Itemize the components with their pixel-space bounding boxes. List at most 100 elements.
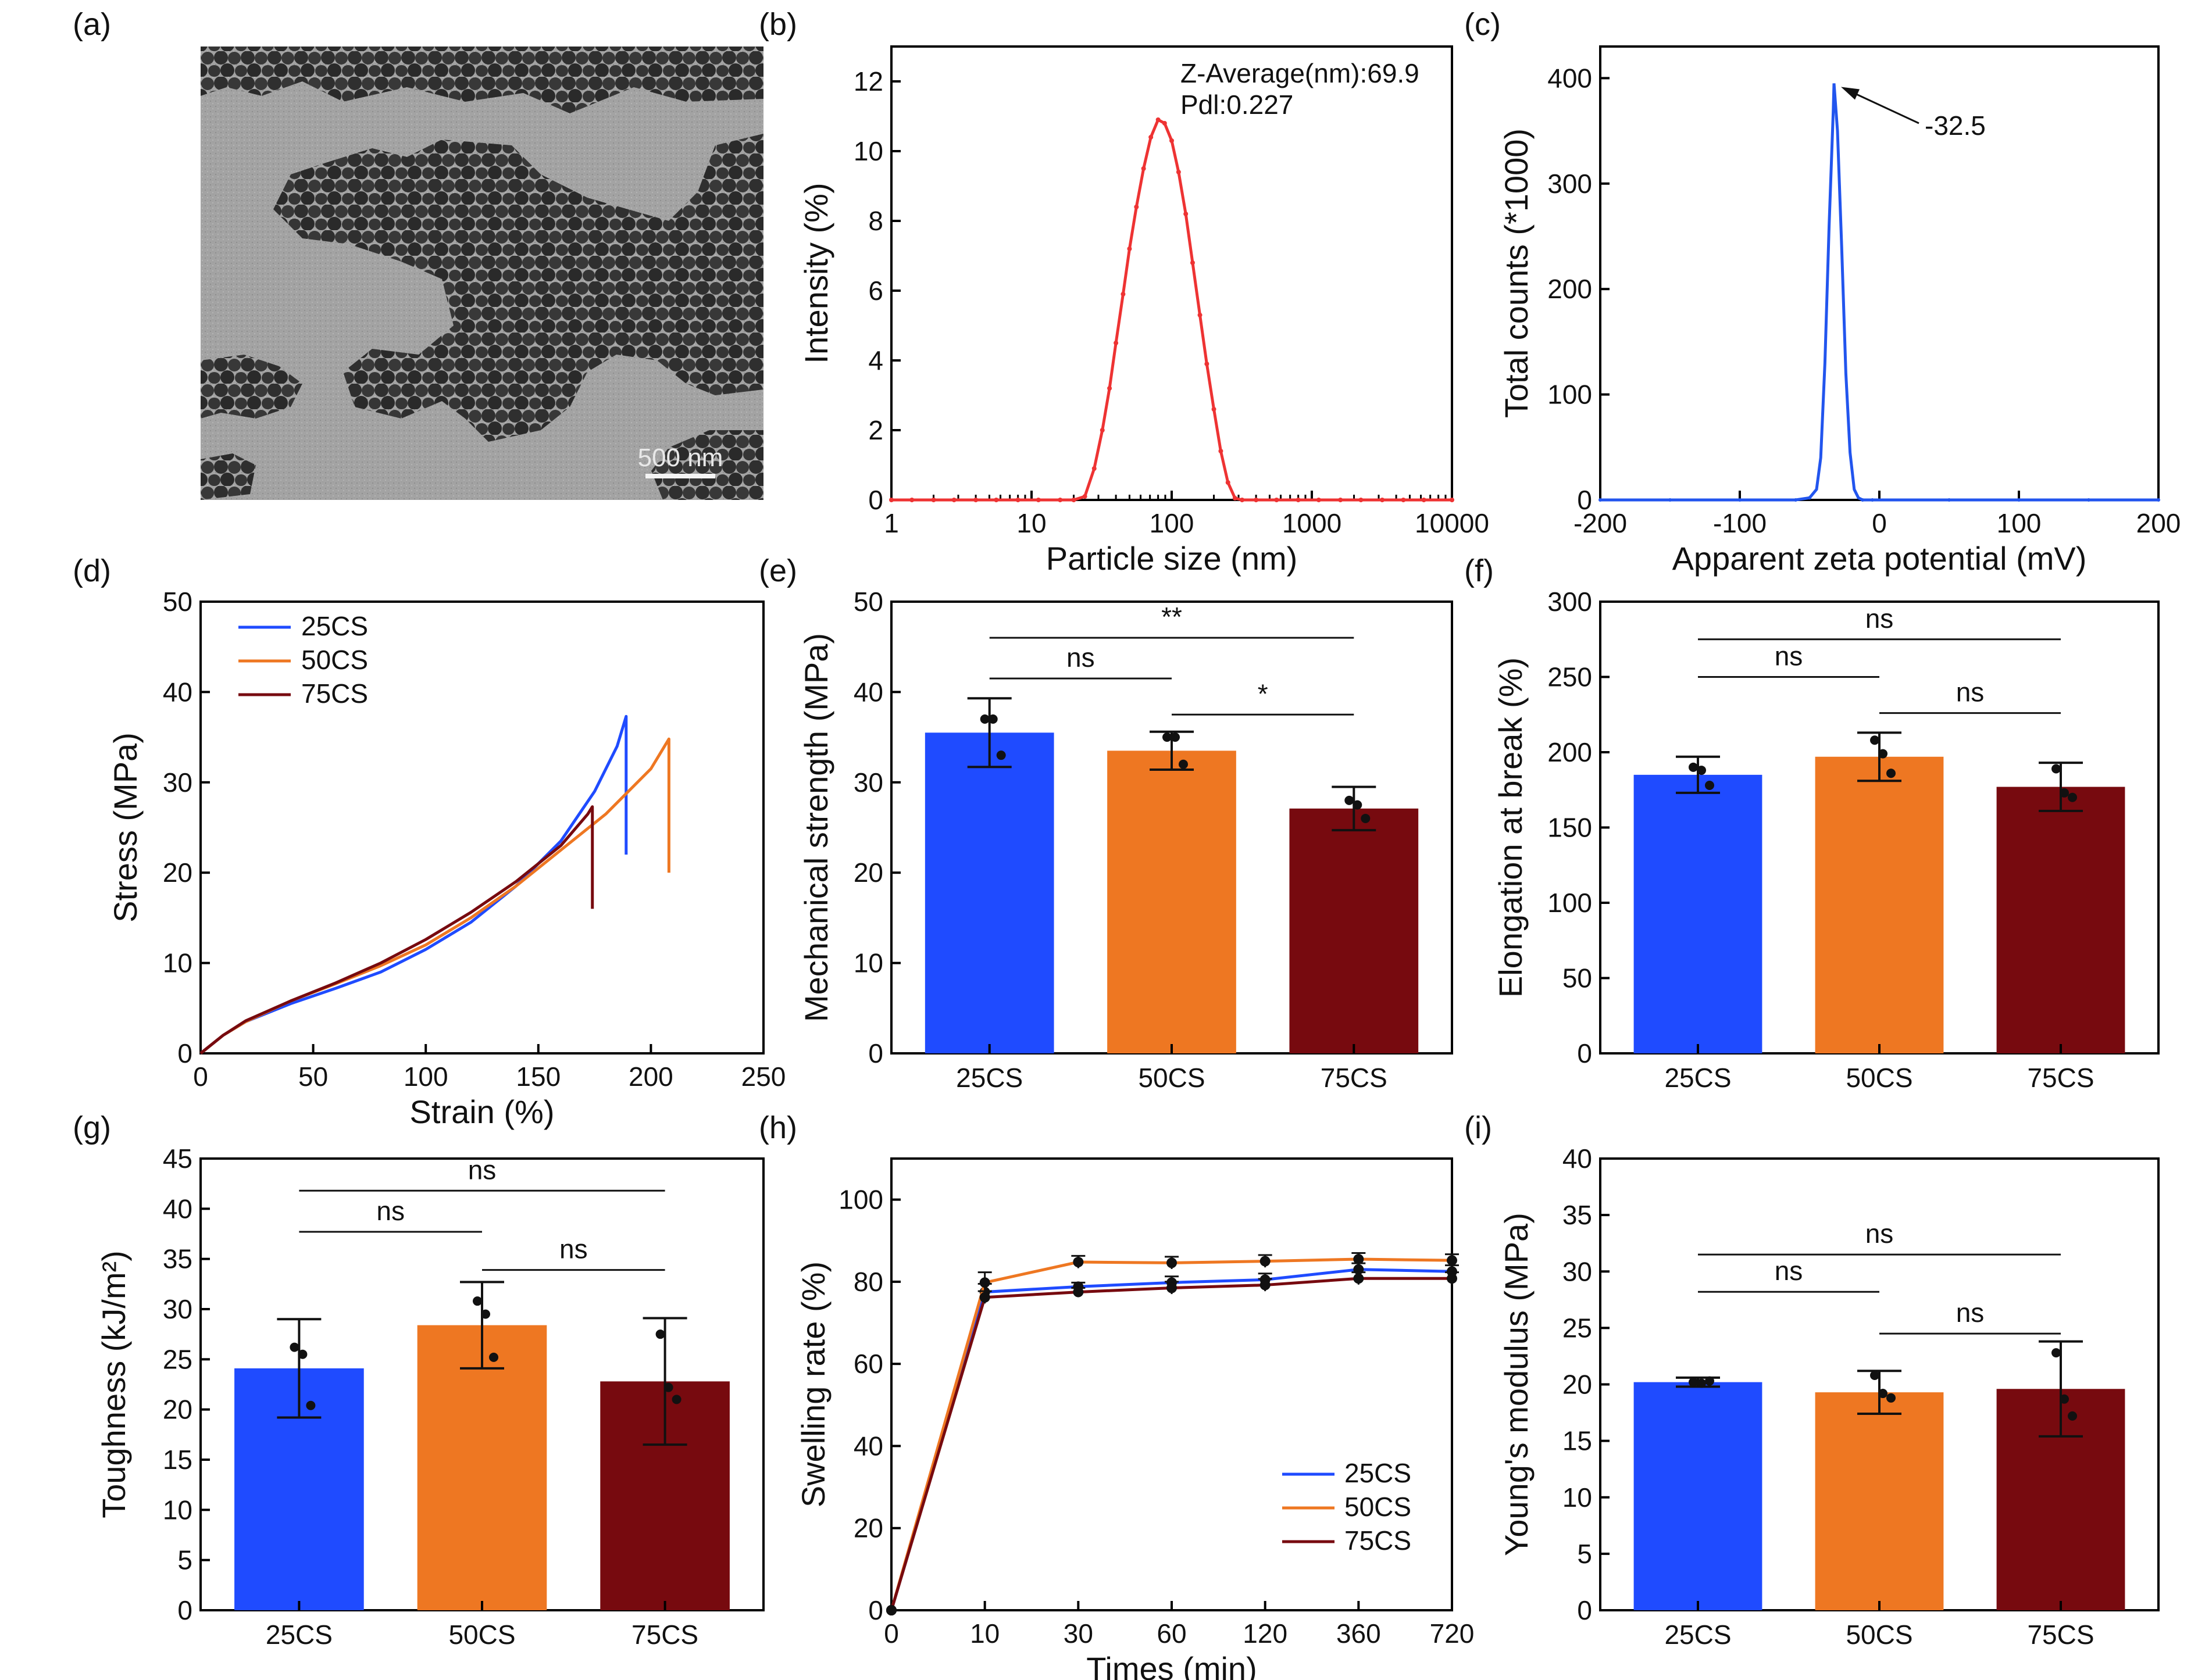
y-tick-label: 300 [1547,169,1592,199]
dls-data-point [1190,260,1195,265]
x-tick-label: 25CS [956,1063,1023,1093]
y-tick-label: 25 [163,1344,192,1374]
swelling-data-point [1166,1283,1177,1293]
dls-data-point [1134,205,1139,209]
y-tick-label: 10 [163,948,192,978]
legend-label: 50CS [1344,1492,1411,1522]
y-tick-label: 0 [868,485,883,515]
x-tick-label: 250 [741,1061,786,1092]
panel-label: (c) [1464,7,1501,42]
x-tick-label: 50CS [1846,1620,1912,1650]
bar-50CS [1815,1392,1944,1610]
y-tick-label: 0 [868,1595,883,1625]
zeta-data-point [1738,498,1742,502]
replicate-point [1705,1377,1714,1386]
y-axis-label: Intensity (%) [798,183,834,363]
replicate-point [481,1310,490,1319]
z-average-annotation: Z-Average(nm):69.9 [1180,58,1419,88]
x-tick-label: 0 [1872,508,1887,538]
dls-data-point [932,498,936,502]
y-tick-label: 12 [854,66,883,96]
y-tick-label: 10 [1562,1482,1592,1513]
bar-75CS [1289,809,1418,1053]
y-tick-label: 250 [1547,662,1592,692]
swelling-data-point [1447,1255,1457,1266]
dls-data-point [994,498,998,502]
x-axis-label: Particle size (nm) [1046,540,1298,577]
y-axis-label: Stress (MPa) [107,732,144,923]
dls-data-point [1204,362,1209,366]
replicate-point [1870,735,1879,745]
replicate-point [489,1353,498,1362]
y-tick-label: 6 [868,276,883,306]
y-tick-label: 15 [1562,1426,1592,1456]
replicate-point [1162,732,1172,742]
dls-data-point [1240,498,1244,502]
y-tick-label: 10 [163,1495,192,1525]
x-tick-label: 50 [298,1061,328,1092]
swelling-data-point [1073,1257,1083,1267]
significance-label: ns [376,1196,405,1226]
x-tick-label: -200 [1573,508,1627,538]
y-tick-label: 20 [854,857,883,888]
dls-data-point [1316,498,1321,502]
bar-50CS [1815,757,1944,1053]
legend-label: 25CS [1344,1458,1411,1488]
legend-label: 50CS [301,645,368,675]
zeta-data-point [1794,498,1797,502]
replicate-point [2068,793,2077,802]
x-tick-label: 10 [1016,508,1046,538]
replicate-point [1179,760,1188,769]
replicate-point [1697,1379,1706,1388]
bar-75CS [1997,787,2125,1053]
zeta-data-point [1808,496,1811,499]
replicate-point [306,1401,315,1410]
dls-data-point [1380,498,1385,502]
significance-label: ns [1775,641,1803,671]
y-tick-label: 0 [1577,1038,1592,1068]
y-tick-label: 60 [854,1349,883,1379]
y-tick-label: 20 [163,857,192,888]
panel-label: (b) [759,7,797,42]
swelling-data-point [980,1277,990,1288]
dls-data-point [1218,449,1223,453]
y-tick-label: 200 [1547,274,1592,304]
replicate-point [980,714,990,724]
y-axis-label: Toughness (kJ/m²) [95,1250,132,1518]
dls-data-point [1254,498,1258,502]
y-tick-label: 50 [1562,963,1592,993]
y-tick-label: 100 [838,1185,883,1215]
replicate-point [1344,796,1354,805]
x-tick-label: 1000 [1282,508,1341,538]
panel-label: (f) [1464,553,1494,588]
x-tick-label: 75CS [631,1620,698,1650]
y-tick-label: 0 [177,1038,192,1068]
panel-label: (h) [759,1110,797,1145]
y-tick-label: 40 [163,677,192,707]
significance-label: ns [1775,1256,1803,1286]
replicate-point [1689,763,1698,772]
y-tick-label: 50 [163,587,192,617]
dls-data-point [952,498,957,502]
replicate-point [989,714,998,724]
y-tick-label: 45 [163,1143,192,1174]
x-tick-label: 30 [1064,1618,1093,1649]
x-tick-label: 100 [404,1061,448,1092]
replicate-point [2068,1411,2077,1421]
dls-data-point [1212,407,1216,412]
replicate-point [1705,781,1714,790]
x-tick-label: 150 [516,1061,561,1092]
dls-data-point [909,498,914,502]
dls-data-point [1176,170,1181,174]
y-tick-label: 5 [1577,1539,1592,1569]
dls-data-point [1338,498,1343,502]
dls-data-point [973,498,978,502]
replicate-point [1886,1393,1896,1403]
x-tick-label: 720 [1430,1618,1475,1649]
x-tick-label: 25CS [266,1620,333,1650]
x-tick-label: 75CS [2027,1063,2094,1093]
y-tick-label: 15 [163,1445,192,1475]
y-tick-label: 0 [177,1595,192,1625]
dls-data-point [1422,498,1426,502]
x-tick-label: 60 [1157,1618,1186,1649]
